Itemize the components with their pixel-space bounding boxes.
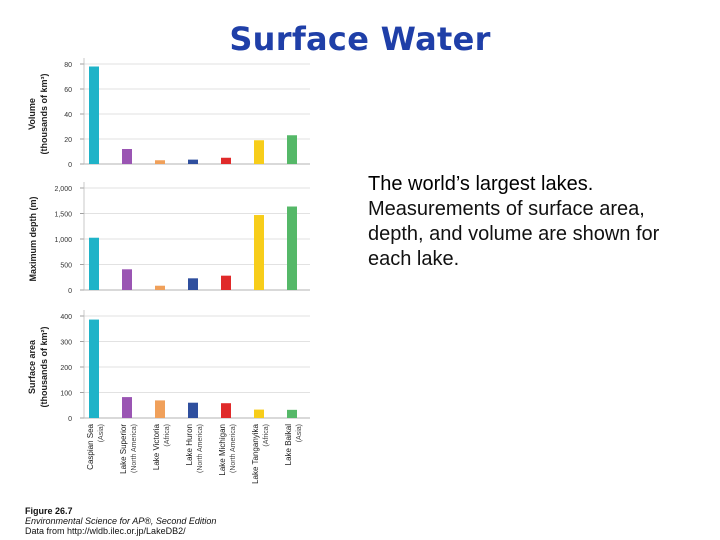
book-title: Environmental Science for AP®, Second Ed… [25, 516, 217, 526]
x-label-lake-huron: Lake Huron [185, 424, 194, 465]
figure-caption: Figure 26.7 Environmental Science for AP… [25, 506, 216, 536]
description-body: Measurements of surface area, depth, and… [368, 198, 660, 270]
volume-bar-lake-superior [122, 149, 132, 164]
x-region-lake-superior: (North America) [131, 424, 138, 473]
volume-tick-label: 20 [64, 137, 72, 144]
area-tick-label: 100 [60, 391, 72, 398]
figure-number: Figure 26.7 [25, 506, 73, 516]
volume-tick-label: 60 [64, 87, 72, 94]
depth-tick-label: 2,000 [54, 186, 72, 193]
x-region-lake-huron: (North America) [197, 424, 204, 473]
depth-bar-lake-baikal [287, 206, 297, 290]
area-tick-label: 300 [60, 340, 72, 347]
x-region-lake-michigan: (North America) [230, 424, 237, 473]
area-tick-label: 400 [60, 314, 72, 321]
description-text: The world’s largest lakes. Measurements … [368, 172, 698, 272]
depth-bar-lake-superior [122, 269, 132, 290]
description-heading: The world’s largest lakes. [368, 173, 594, 195]
depth-tick-label: 0 [68, 288, 72, 295]
x-label-lake-superior: Lake Superior [119, 424, 128, 474]
depth-bar-caspian-sea [89, 237, 99, 290]
area-ylabel-units: (thousands of km²) [39, 327, 49, 408]
volume-tick-label: 80 [64, 62, 72, 69]
depth-bar-lake-victoria [155, 285, 165, 290]
depth-tick-label: 1,500 [54, 212, 72, 219]
area-tick-label: 200 [60, 365, 72, 372]
area-bar-lake-huron [188, 402, 198, 418]
x-region-caspian-sea: (Asia) [98, 424, 105, 442]
depth-bar-lake-michigan [221, 275, 231, 290]
slide-title: Surface Water [229, 20, 491, 58]
volume-tick-label: 0 [68, 162, 72, 169]
area-ylabel: Surface area [27, 339, 37, 394]
volume-bar-lake-tanganyika [254, 140, 264, 164]
x-label-lake-michigan: Lake Michigan [218, 424, 227, 476]
x-region-lake-tanganyika: (Africa) [263, 424, 270, 447]
area-bar-lake-michigan [221, 403, 231, 418]
depth-bar-lake-huron [188, 278, 198, 290]
x-label-lake-tanganyika: Lake Tanganyika [251, 423, 260, 483]
depth-bar-lake-tanganyika [254, 215, 264, 290]
volume-tick-label: 40 [64, 112, 72, 119]
x-region-lake-victoria: (Africa) [164, 424, 171, 447]
area-bar-lake-superior [122, 397, 132, 418]
area-bar-lake-victoria [155, 400, 165, 418]
area-bar-lake-tanganyika [254, 409, 264, 418]
x-label-caspian-sea: Caspian Sea [86, 423, 95, 469]
volume-bar-lake-baikal [287, 135, 297, 164]
volume-bar-caspian-sea [89, 66, 99, 164]
volume-bar-lake-michigan [221, 157, 231, 164]
area-tick-label: 0 [68, 416, 72, 423]
volume-ylabel: Volume [27, 98, 37, 130]
x-label-lake-baikal: Lake Baikal [284, 424, 293, 466]
x-region-lake-baikal: (Asia) [296, 424, 303, 442]
depth-tick-label: 1,000 [54, 237, 72, 244]
volume-bar-lake-huron [188, 159, 198, 164]
volume-bar-lake-victoria [155, 160, 165, 164]
depth-tick-label: 500 [60, 263, 72, 270]
area-bar-caspian-sea [89, 319, 99, 418]
volume-ylabel-units: (thousands of km³) [39, 74, 49, 155]
lake-bar-chart: 0 20 40 60 80 Volume (thousands of km³) 0 500 1,0… [27, 58, 310, 484]
area-bar-lake-baikal [287, 409, 297, 418]
x-label-lake-victoria: Lake Victoria [152, 423, 161, 470]
depth-ylabel: Maximum depth (m) [28, 196, 38, 281]
data-source: Data from http://wldb.ilec.or.jp/LakeDB2… [25, 526, 186, 536]
